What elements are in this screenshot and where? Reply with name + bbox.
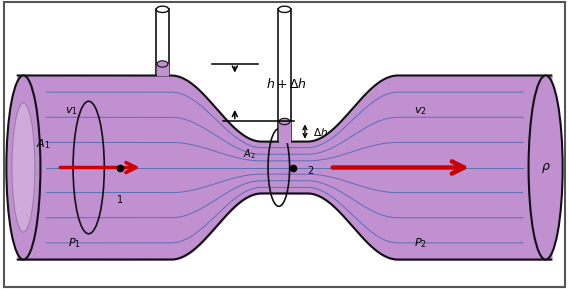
Ellipse shape bbox=[157, 61, 168, 67]
Ellipse shape bbox=[12, 103, 35, 232]
Text: $P_1$: $P_1$ bbox=[68, 236, 81, 250]
Ellipse shape bbox=[529, 75, 563, 260]
Bar bbox=[278, 9, 291, 142]
Text: $\rho$: $\rho$ bbox=[541, 160, 550, 175]
Text: $P_2$: $P_2$ bbox=[414, 236, 427, 250]
Ellipse shape bbox=[278, 6, 291, 12]
Text: $\Delta h$: $\Delta h$ bbox=[314, 125, 328, 138]
Ellipse shape bbox=[6, 75, 40, 260]
Ellipse shape bbox=[156, 6, 168, 12]
Text: $v_2$: $v_2$ bbox=[414, 105, 427, 117]
Text: $h + \Delta h$: $h + \Delta h$ bbox=[266, 77, 307, 91]
Text: $A_1$: $A_1$ bbox=[36, 138, 51, 151]
Ellipse shape bbox=[279, 118, 290, 125]
Text: $v_1$: $v_1$ bbox=[65, 105, 78, 117]
Text: $1$: $1$ bbox=[116, 193, 123, 205]
Bar bbox=[156, 9, 168, 75]
Text: $2$: $2$ bbox=[307, 164, 315, 176]
Text: $A_2$: $A_2$ bbox=[244, 148, 256, 162]
